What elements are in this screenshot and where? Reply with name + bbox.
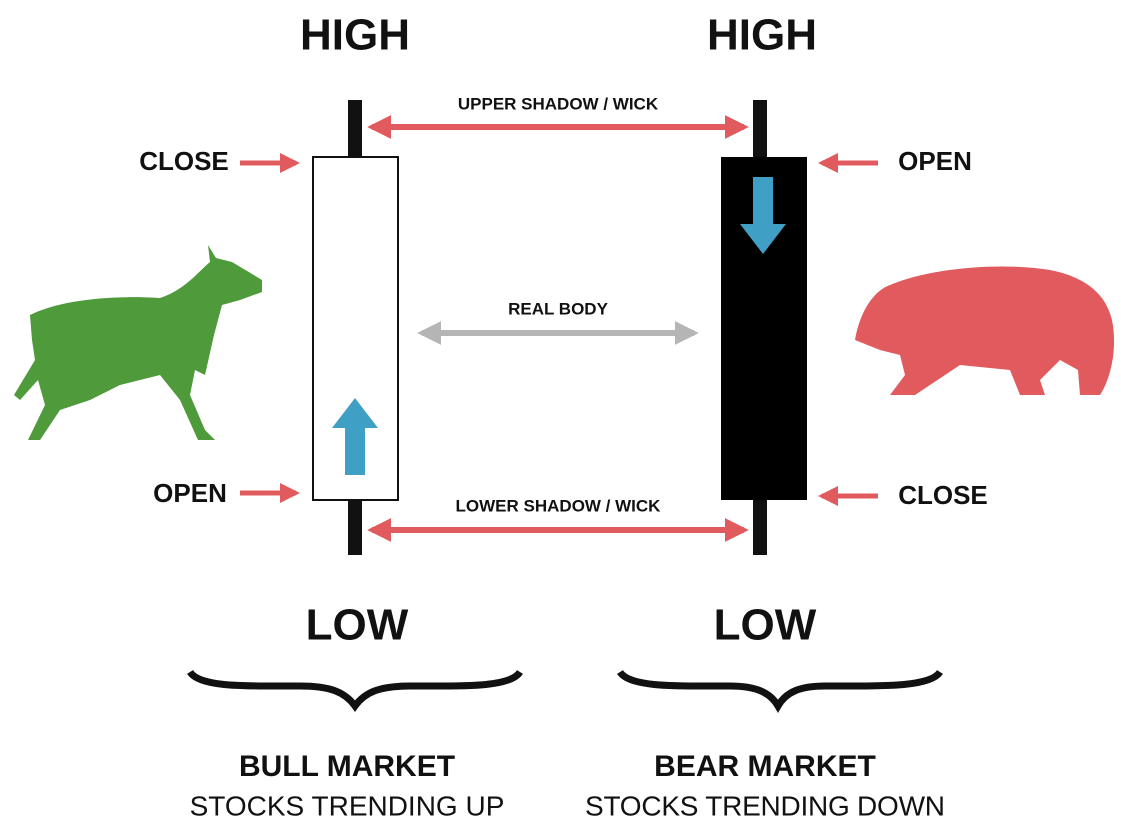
upper-label: UPPER SHADOW / WICK <box>458 94 659 113</box>
bull-open: OPEN <box>153 478 227 508</box>
bear-low: LOW <box>714 601 817 650</box>
bear-open: OPEN <box>898 146 972 176</box>
bear-high: HIGH <box>707 11 817 60</box>
body-label: REAL BODY <box>508 299 608 318</box>
bull-subtitle: STOCKS TRENDING UP <box>190 790 505 821</box>
bull-high: HIGH <box>300 11 410 60</box>
lower-label: LOWER SHADOW / WICK <box>456 496 662 515</box>
bear-subtitle: STOCKS TRENDING DOWN <box>585 790 945 821</box>
bear-brace <box>620 672 940 706</box>
bull-low: LOW <box>306 601 409 650</box>
bear-icon <box>855 266 1114 395</box>
candlestick-diagram: HIGH HIGH CLOSE OPEN OPEN CLOSE UPPER SH… <box>0 0 1121 829</box>
bear-title: BEAR MARKET <box>654 750 876 783</box>
bull-title: BULL MARKET <box>239 750 455 783</box>
bull-brace <box>190 672 520 706</box>
bull-icon <box>14 245 262 440</box>
bull-close: CLOSE <box>139 146 229 176</box>
bear-close: CLOSE <box>898 480 988 510</box>
